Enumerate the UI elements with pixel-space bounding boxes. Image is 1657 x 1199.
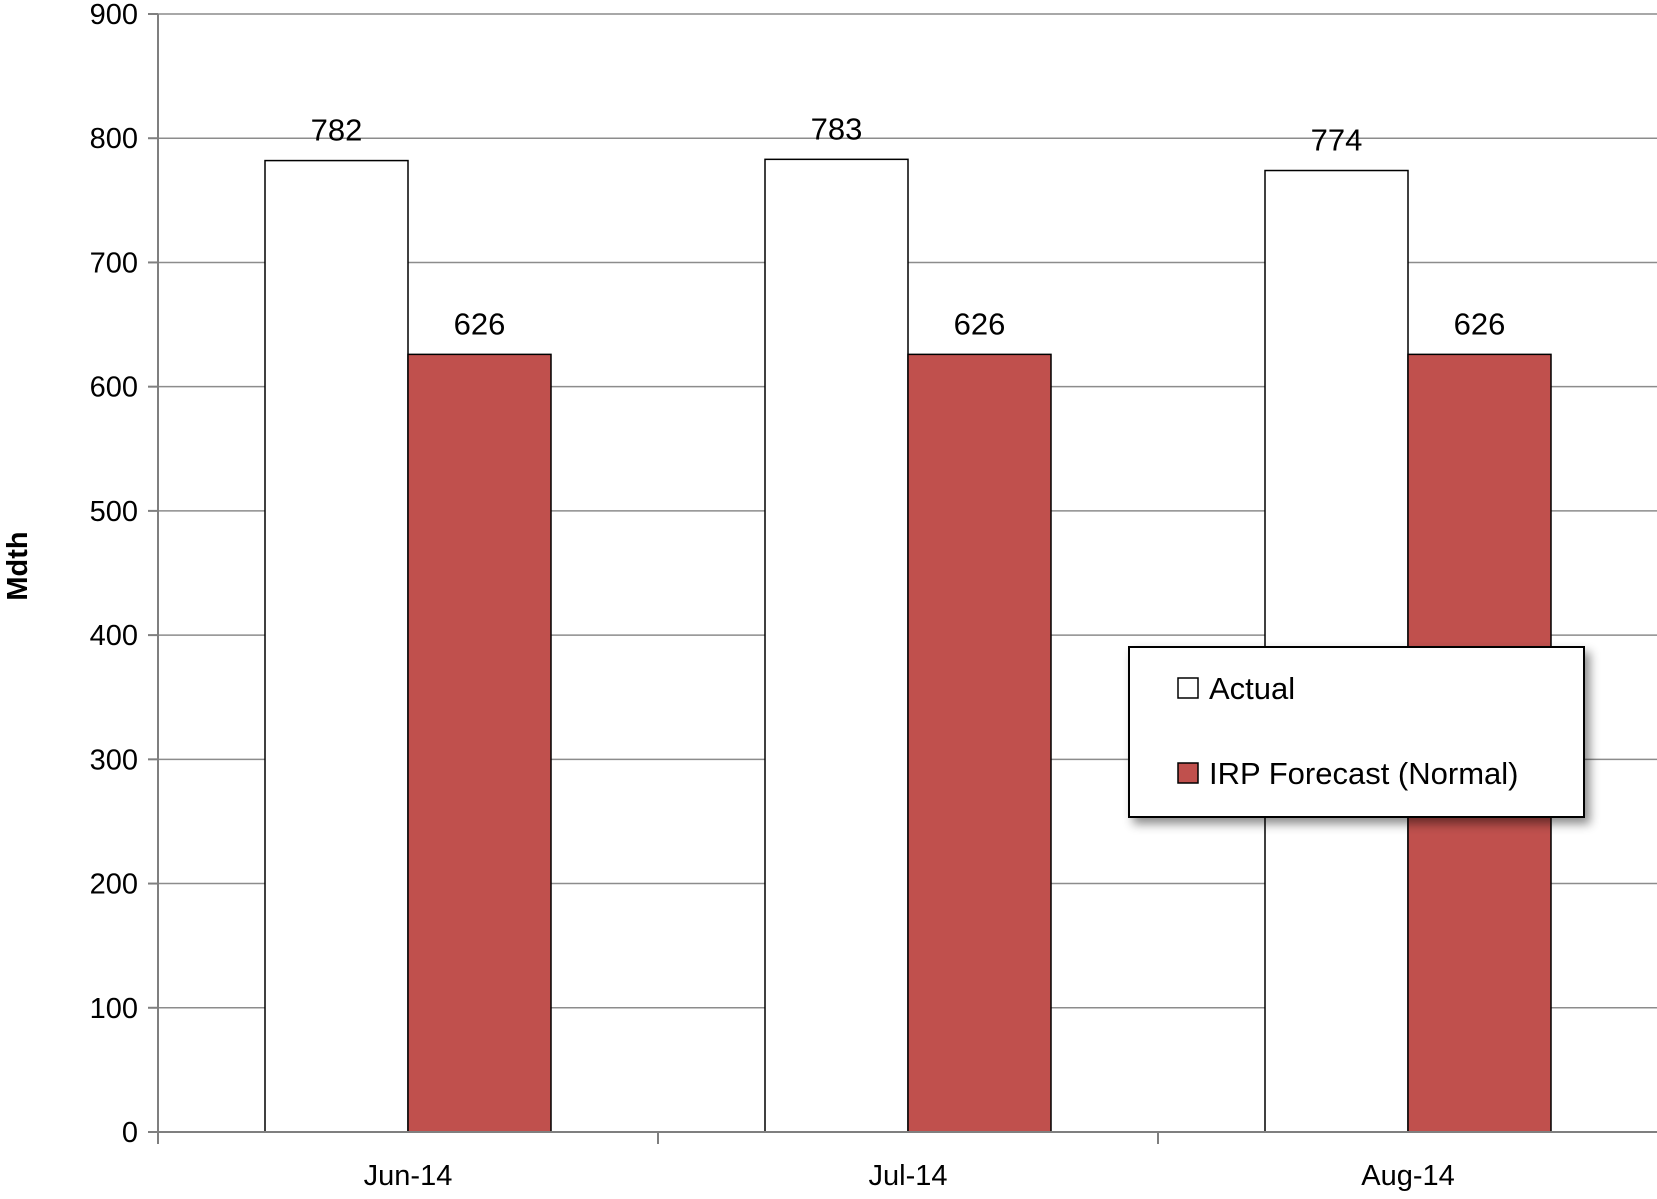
x-tick-label: Jun-14 (364, 1160, 453, 1192)
y-tick-label: 800 (90, 123, 138, 155)
legend-swatch (1178, 763, 1198, 783)
legend-label: Actual (1209, 671, 1295, 706)
y-tick-label: 0 (122, 1117, 138, 1149)
y-tick-label: 200 (90, 869, 138, 901)
bar-irp-forecast-Jun-14 (408, 354, 551, 1132)
bar-actual-Jul-14 (765, 159, 908, 1132)
data-label: 626 (954, 306, 1006, 341)
data-label: 783 (811, 111, 863, 146)
data-label: 782 (311, 113, 363, 148)
bar-irp-forecast-Jul-14 (908, 354, 1051, 1132)
data-label: 774 (1311, 123, 1363, 158)
legend-box (1129, 647, 1584, 817)
y-tick-label: 500 (90, 496, 138, 528)
x-tick-label: Jul-14 (869, 1160, 948, 1192)
legend-swatch (1178, 678, 1198, 698)
data-label: 626 (1454, 306, 1506, 341)
y-tick-label: 400 (90, 620, 138, 652)
legend-label: IRP Forecast (Normal) (1209, 756, 1519, 791)
data-label: 626 (454, 306, 506, 341)
bars (265, 159, 1551, 1132)
y-tick-label: 700 (90, 247, 138, 279)
y-tick-label: 600 (90, 372, 138, 404)
y-tick-label: 900 (90, 0, 138, 31)
legend: Actual IRP Forecast (Normal) (1129, 647, 1584, 817)
bar-actual-Jun-14 (265, 161, 408, 1132)
x-tick-label: Aug-14 (1361, 1160, 1455, 1192)
y-tick-label: 300 (90, 744, 138, 776)
y-axis-title: Mdth (2, 531, 34, 600)
y-tick-label: 100 (90, 993, 138, 1025)
